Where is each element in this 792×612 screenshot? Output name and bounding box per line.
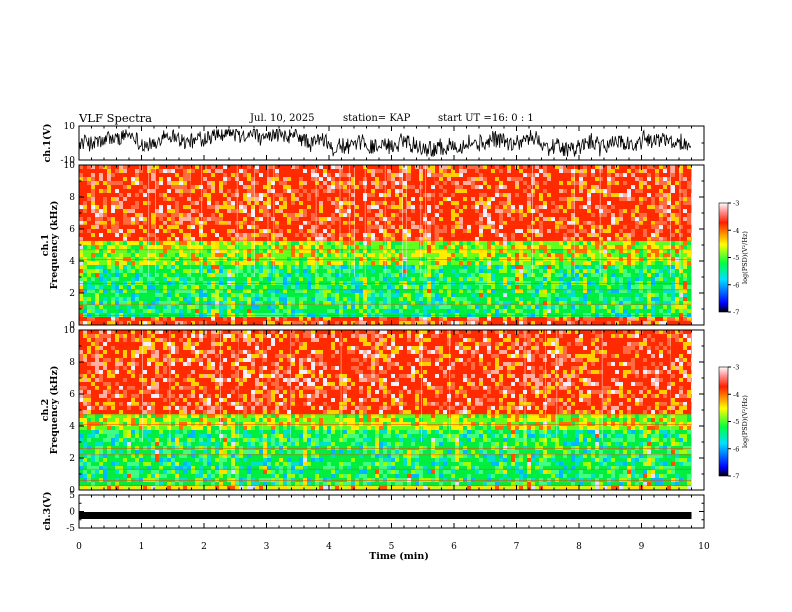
plot-title: VLF Spectra [79, 111, 153, 125]
colorbar-2 [718, 366, 729, 477]
date-label: Jul. 10, 2025 [250, 113, 315, 124]
ch1-spec-ylabel-a: ch.1 [40, 234, 51, 257]
station-label: station= KAP [343, 113, 411, 124]
ch3-wave-y-tick: -5 [66, 524, 75, 534]
ch1-trace [78, 128, 692, 157]
x-tick-label: 6 [451, 542, 457, 552]
x-tick-label: 10 [698, 542, 710, 552]
ch2-spectrogram [79, 330, 692, 490]
colorbar-label: log(PSD)(V²/Hz) [741, 395, 749, 448]
ch1-spec-y-tick: 4 [69, 257, 75, 267]
colorbar-tick: -4 [733, 227, 739, 235]
colorbar-tick: -5 [733, 254, 739, 262]
ch1-spec-y-tick: 6 [69, 225, 75, 235]
colorbar-tick: -7 [733, 309, 739, 317]
colorbar-label: log(PSD)(V²/Hz) [741, 231, 749, 284]
colorbar-tick: -5 [733, 418, 739, 426]
ch3-trace [79, 512, 692, 519]
ch3-wave-ylabel: ch.3(V) [42, 492, 53, 531]
x-tick-label: 7 [514, 542, 520, 552]
ch2-spec-y-tick: 6 [69, 390, 75, 400]
x-tick-label: 2 [201, 542, 207, 552]
ch2-spec-ylabel-a: ch.2 [40, 399, 51, 422]
ch1-spec-ylabel-b: Frequency (kHz) [49, 201, 60, 290]
colorbar-1 [718, 202, 729, 313]
start-ut-value: 16: 0 : 1 [492, 113, 534, 124]
ch2-spec-y-tick: 8 [69, 358, 75, 368]
ch1-spec-y-tick: 10 [64, 161, 76, 171]
x-tick-label: 0 [76, 542, 82, 552]
ch1-spec-y-tick: 0 [69, 321, 75, 331]
ch2-spec-y-tick: 4 [69, 422, 75, 432]
ch1-spectrogram [79, 165, 692, 325]
x-tick-label: 8 [576, 542, 582, 552]
ch2-spec-y-tick: 2 [69, 454, 75, 464]
ch1-wave-ylabel: ch.1(V) [42, 124, 53, 163]
colorbar-tick: -7 [733, 473, 739, 481]
colorbar-tick: -3 [733, 200, 739, 208]
ch2-spec-y-tick: 10 [64, 326, 76, 336]
ch2-spec-y-tick: 0 [69, 486, 75, 496]
ch3-wave-y-tick: 0 [69, 508, 75, 518]
start-ut-label: start UT = [438, 113, 492, 124]
x-tick-label: 9 [639, 542, 645, 552]
colorbar-tick: -6 [733, 445, 739, 453]
colorbar-tick: -3 [733, 364, 739, 372]
ch1-spec-y-tick: 8 [69, 193, 75, 203]
x-tick-label: 4 [326, 542, 332, 552]
x-tick-label: 5 [389, 542, 395, 552]
colorbar-tick: -6 [733, 281, 739, 289]
colorbar-tick: -4 [733, 391, 739, 399]
ch1-wave-y-tick: -10 [61, 156, 76, 166]
ch2-spec-ylabel-b: Frequency (kHz) [49, 366, 60, 455]
ch1-spec-y-tick: 2 [69, 289, 75, 299]
ch3-wave-y-tick: 5 [69, 491, 75, 501]
x-tick-label: 3 [264, 542, 270, 552]
x-tick-label: 1 [139, 542, 145, 552]
x-axis-label: Time (min) [369, 551, 429, 562]
ch1-wave-y-tick: 10 [64, 122, 76, 132]
